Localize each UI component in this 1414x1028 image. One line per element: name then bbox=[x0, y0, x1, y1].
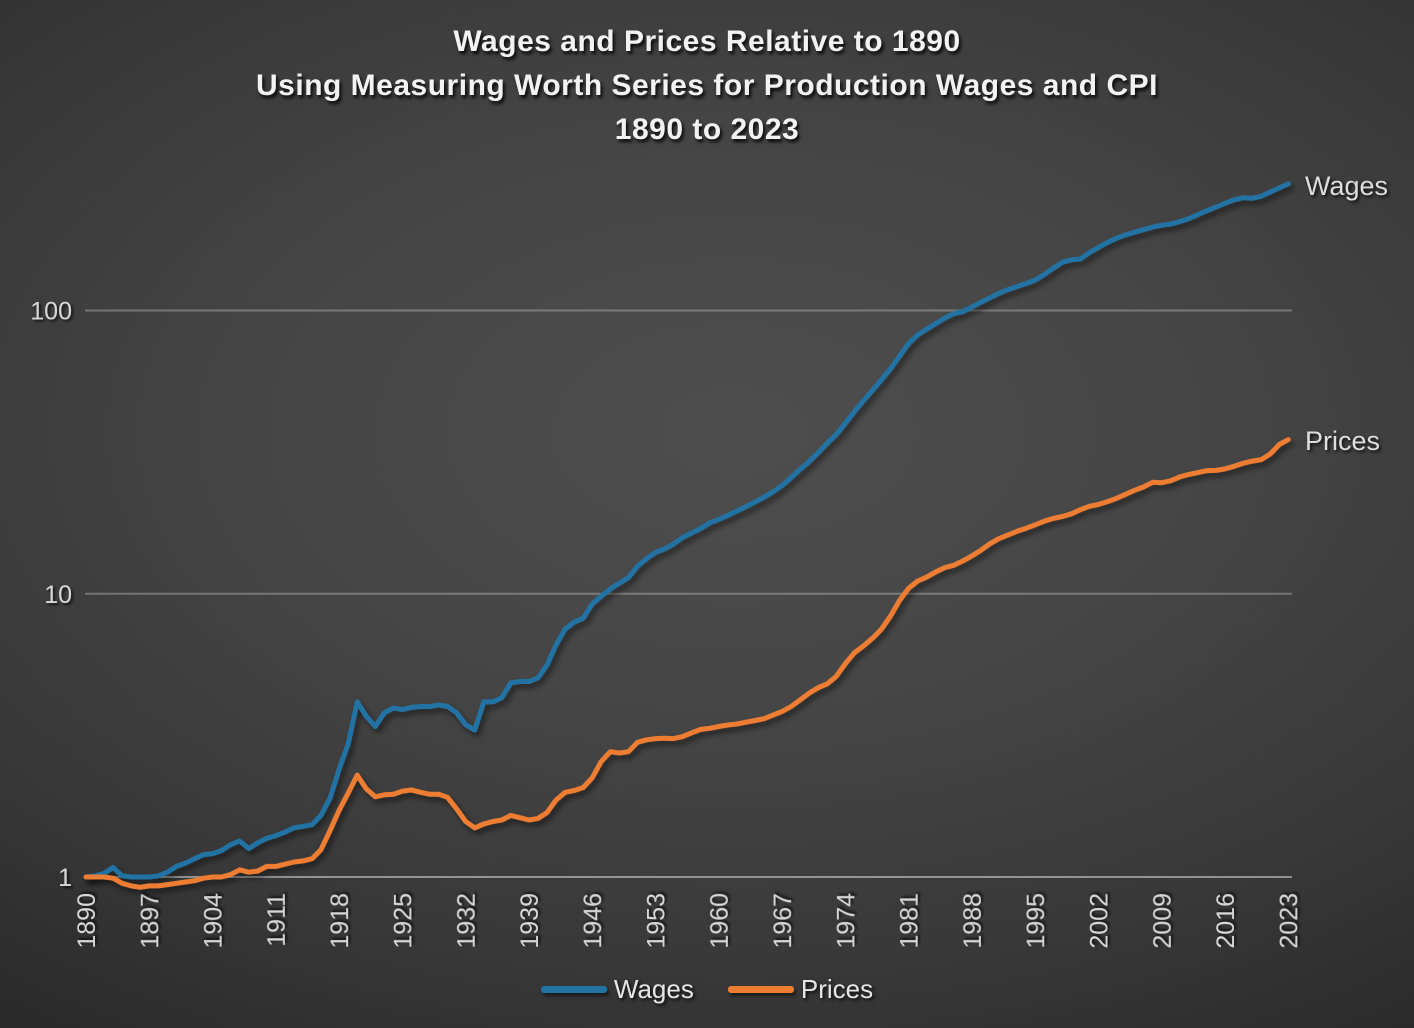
x-tick-label: 1918 bbox=[326, 893, 354, 949]
x-tick-label: 1981 bbox=[896, 893, 924, 949]
legend-swatch-prices bbox=[727, 986, 794, 993]
x-tick-label: 2023 bbox=[1275, 893, 1303, 949]
chart-title-line3: 1890 to 2023 bbox=[614, 113, 800, 146]
legend-swatch-wages bbox=[540, 986, 607, 993]
x-tick-label: 2002 bbox=[1086, 893, 1114, 949]
series-line-prices bbox=[83, 437, 1291, 890]
legend: Wages Prices bbox=[0, 974, 1414, 1005]
y-tick-label: 100 bbox=[30, 298, 72, 326]
x-tick-label: 1960 bbox=[706, 893, 734, 949]
x-tick-label: 1988 bbox=[959, 893, 987, 949]
x-tick-label: 1995 bbox=[1022, 893, 1050, 949]
legend-item-wages: Wages bbox=[540, 974, 694, 1005]
x-tick-label: 2016 bbox=[1212, 893, 1240, 949]
y-tick-label: 10 bbox=[44, 581, 72, 609]
series-end-label-prices: Prices bbox=[1305, 426, 1381, 456]
x-tick-label: 1904 bbox=[200, 893, 228, 949]
legend-label: Prices bbox=[800, 974, 874, 1004]
x-tick-label: 1911 bbox=[263, 893, 291, 947]
x-tick-label: 1974 bbox=[832, 893, 860, 949]
chart-title-line2: Using Measuring Worth Series for Product… bbox=[256, 69, 1158, 102]
x-tick-label: 2009 bbox=[1149, 893, 1177, 949]
x-tick-label: 1890 bbox=[73, 893, 101, 949]
chart-title-line1: Wages and Prices Relative to 1890 bbox=[453, 25, 961, 58]
x-tick-label: 1939 bbox=[516, 893, 544, 949]
x-tick-label: 1932 bbox=[453, 893, 481, 949]
x-tick-label: 1925 bbox=[389, 893, 417, 949]
x-tick-label: 1953 bbox=[643, 893, 671, 949]
series-line-wages bbox=[83, 181, 1291, 880]
x-tick-label: 1897 bbox=[136, 893, 164, 949]
series-end-label-wages: Wages bbox=[1305, 171, 1389, 201]
chart-title: Wages and Prices Relative to 1890 Using … bbox=[0, 20, 1414, 152]
x-tick-label: 1967 bbox=[769, 893, 797, 949]
legend-item-prices: Prices bbox=[727, 974, 874, 1005]
legend-label: Wages bbox=[613, 974, 694, 1004]
y-tick-label: 1 bbox=[58, 864, 72, 892]
x-tick-label: 1946 bbox=[579, 893, 607, 949]
